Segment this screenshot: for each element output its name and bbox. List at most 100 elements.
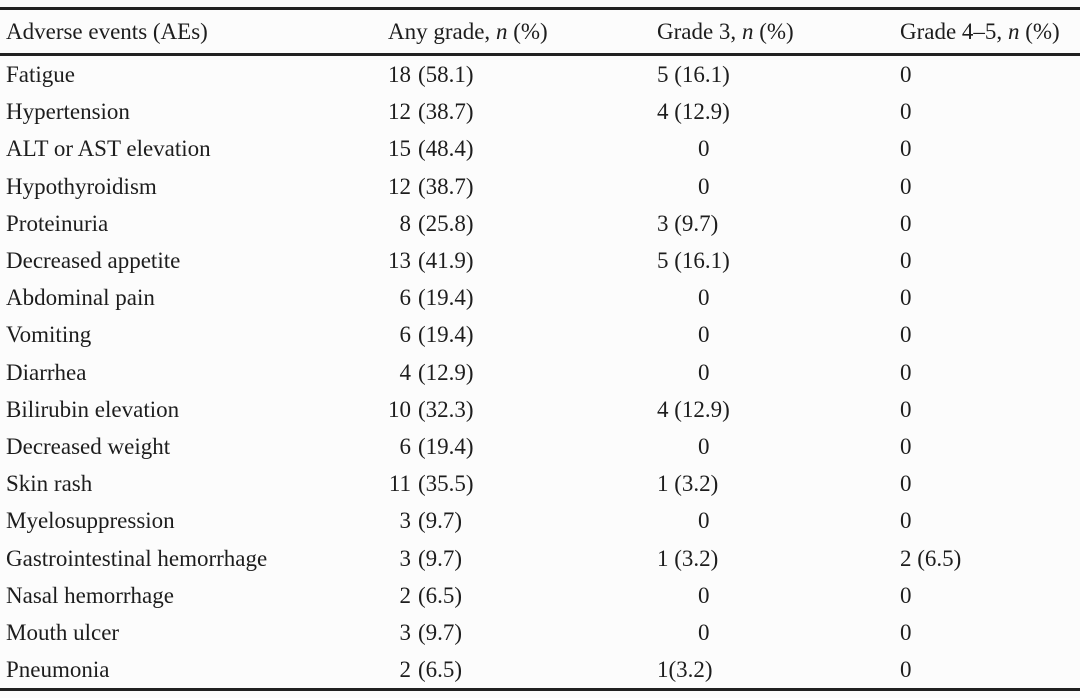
any-grade-count: 10 (388, 396, 411, 422)
any-grade-percent: (19.4) (418, 433, 474, 459)
any-grade-percent: (38.7) (418, 173, 474, 199)
header-grade-4-5: Grade 4–5, n (%) (900, 20, 1080, 43)
any-grade-percent: (6.5) (418, 657, 463, 683)
ae-event-label: Pneumonia (6, 657, 110, 683)
header-italic-n: n (1007, 19, 1020, 44)
grade45-cell: 0 (900, 508, 912, 534)
any-grade-cell: 4 (12.9) (388, 361, 657, 384)
any-grade-count: 6 (399, 285, 412, 311)
any-grade-percent: (41.9) (418, 248, 474, 274)
grade3-cell: 3 (9.7) (657, 210, 719, 236)
grade45-cell: 0 (900, 322, 912, 348)
any-grade-cell: 6 (19.4) (388, 435, 657, 458)
any-grade-percent: (32.3) (418, 396, 474, 422)
any-grade-percent: (9.7) (418, 619, 463, 645)
table-row: Skin rash 11 (35.5) 1 (3.2) 0 (0, 465, 1080, 502)
any-grade-cell: 6 (19.4) (388, 286, 657, 309)
grade45-cell: 0 (900, 433, 912, 459)
any-grade-count: 2 (399, 582, 412, 608)
header-grade-3: Grade 3, n (%) (657, 20, 900, 43)
grade45-cell: 0 (900, 136, 912, 162)
ae-event-label: Fatigue (6, 62, 75, 88)
grade45-cell: 0 (900, 396, 912, 422)
grade3-cell: 4 (12.9) (657, 396, 730, 422)
any-grade-count: 12 (388, 99, 411, 125)
grade3-cell: 0 (698, 136, 710, 162)
any-grade-cell: 3 (9.7) (388, 621, 657, 644)
header-text: Adverse events (AEs) (6, 19, 208, 44)
grade45-cell: 0 (900, 582, 912, 608)
any-grade-cell: 2 (6.5) (388, 658, 657, 681)
any-grade-cell: 18 (58.1) (388, 63, 657, 86)
any-grade-percent: (12.9) (418, 359, 474, 385)
any-grade-cell: 3 (9.7) (388, 509, 657, 532)
grade3-cell: 0 (698, 433, 710, 459)
any-grade-count: 6 (399, 322, 412, 348)
any-grade-percent: (35.5) (418, 471, 474, 497)
any-grade-percent: (48.4) (418, 136, 474, 162)
grade45-cell: 0 (900, 99, 912, 125)
ae-event-label: Gastrointestinal hemorrhage (6, 545, 268, 571)
table-row: Bilirubin elevation 10 (32.3) 4 (12.9) 0 (0, 391, 1080, 428)
any-grade-cell: 2 (6.5) (388, 584, 657, 607)
grade45-cell: 0 (900, 62, 912, 88)
ae-event-label: Vomiting (6, 322, 92, 348)
any-grade-count: 3 (399, 545, 412, 571)
header-any-grade: Any grade, n (%) (388, 20, 657, 43)
any-grade-percent: (19.4) (418, 285, 474, 311)
table-row: Nasal hemorrhage 2 (6.5) 0 0 (0, 577, 1080, 614)
table-row: Proteinuria 8 (25.8) 3 (9.7) 0 (0, 205, 1080, 242)
any-grade-cell: 11 (35.5) (388, 472, 657, 495)
any-grade-percent: (9.7) (418, 508, 463, 534)
ae-event-label: Hypertension (6, 99, 130, 125)
table-row: Decreased weight 6 (19.4) 0 0 (0, 428, 1080, 465)
grade3-cell: 1 (3.2) (657, 545, 719, 571)
grade45-cell: 0 (900, 173, 912, 199)
header-text: Grade 3, (657, 19, 742, 44)
grade3-cell: 1 (3.2) (657, 471, 719, 497)
header-adverse-events: Adverse events (AEs) (6, 20, 388, 43)
any-grade-cell: 10 (32.3) (388, 398, 657, 421)
ae-event-label: ALT or AST elevation (6, 136, 211, 162)
grade45-cell: 0 (900, 619, 912, 645)
ae-event-label: Myelosuppression (6, 508, 175, 534)
grade3-cell: 0 (698, 359, 710, 385)
ae-event-label: Decreased appetite (6, 248, 181, 274)
any-grade-count: 15 (388, 136, 411, 162)
table-row: ALT or AST elevation 15 (48.4) 0 0 (0, 130, 1080, 167)
ae-event-label: Mouth ulcer (6, 619, 120, 645)
any-grade-count: 11 (388, 471, 411, 497)
any-grade-percent: (9.7) (418, 545, 463, 571)
grade45-cell: 2 (6.5) (900, 545, 962, 571)
table-row: Abdominal pain 6 (19.4) 0 0 (0, 279, 1080, 316)
grade3-cell: 0 (698, 508, 710, 534)
any-grade-cell: 13 (41.9) (388, 249, 657, 272)
ae-event-label: Decreased weight (6, 433, 171, 459)
grade3-cell: 5 (16.1) (657, 62, 730, 88)
grade3-cell: 0 (698, 322, 710, 348)
any-grade-count: 3 (399, 619, 412, 645)
ae-event-label: Abdominal pain (6, 285, 155, 311)
header-italic-n: n (741, 19, 754, 44)
any-grade-cell: 8 (25.8) (388, 212, 657, 235)
table-row: Vomiting 6 (19.4) 0 0 (0, 316, 1080, 353)
any-grade-count: 12 (388, 173, 411, 199)
table-row: Decreased appetite 13 (41.9) 5 (16.1) 0 (0, 242, 1080, 279)
ae-event-label: Diarrhea (6, 359, 87, 385)
table-body: Fatigue 18 (58.1) 5 (16.1) 0 Hypertension… (0, 56, 1080, 688)
grade3-cell: 0 (698, 285, 710, 311)
header-italic-n: n (495, 19, 508, 44)
grade45-cell: 0 (900, 359, 912, 385)
any-grade-count: 18 (388, 62, 411, 88)
any-grade-cell: 15 (48.4) (388, 137, 657, 160)
any-grade-percent: (38.7) (418, 99, 474, 125)
any-grade-count: 13 (388, 248, 411, 274)
ae-event-label: Bilirubin elevation (6, 396, 180, 422)
grade45-cell: 0 (900, 210, 912, 236)
ae-event-label: Skin rash (6, 471, 93, 497)
header-text: Grade 4–5, (900, 19, 1008, 44)
bottom-rule (0, 688, 1080, 692)
table-row: Pneumonia 2 (6.5) 1(3.2) 0 (0, 651, 1080, 688)
any-grade-count: 4 (399, 359, 412, 385)
adverse-events-table: Adverse events (AEs) Any grade, n (%) Gr… (0, 7, 1080, 692)
